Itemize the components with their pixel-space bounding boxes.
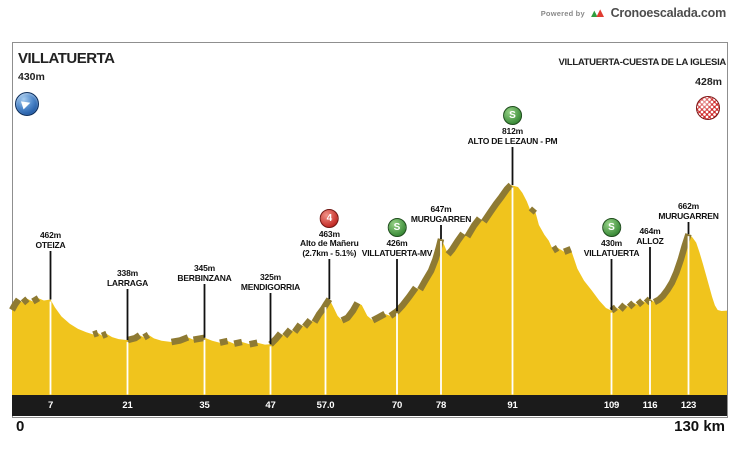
marker-label: Alto de Mañeru: [300, 238, 359, 248]
axis-tick-label: 47: [265, 399, 276, 411]
marker-murugarren-1: 647m MURUGARREN: [410, 204, 472, 224]
marker-murugarren-2: 662m MURUGARREN: [658, 201, 719, 221]
marker-larraga: 338m LARRAGA: [106, 268, 149, 288]
axis-end-label: 130 km: [674, 418, 725, 435]
marker-label: (2.7km - 5.1%): [302, 247, 357, 258]
marker-label: MURUGARREN: [410, 213, 472, 224]
axis-tick-label: 35: [199, 399, 210, 411]
marker-label: 812m: [502, 126, 523, 136]
category-4-climb-icon: 4: [319, 208, 339, 228]
chart-frame: [12, 42, 728, 418]
marker-label: 345m: [194, 263, 215, 273]
axis-tick-label: 116: [642, 399, 658, 411]
marker-label: 662m: [678, 201, 699, 211]
marker-label: 464m: [639, 226, 661, 236]
mountain-logo-icon: ▲▲: [588, 4, 607, 20]
marker-mendigorria: 325m MENDIGORRIA: [240, 272, 301, 292]
marker-oteiza: 462m OTEIZA: [35, 230, 66, 250]
marker-label: LARRAGA: [106, 277, 149, 288]
branding: Powered by ▲▲ Cronoescalada.com: [540, 4, 727, 21]
marker-alto-de-maneru: 4 463m Alto de Mañeru (2.7km - 5.1%): [300, 208, 359, 259]
marker-berbinzana: 345m BERBINZANA: [177, 263, 232, 283]
axis-tick-label: 7: [47, 399, 54, 411]
marker-label: 338m: [117, 268, 138, 278]
marker-label: ALTO DE LEZAUN - PM: [467, 135, 558, 146]
sprint-icon: S: [602, 218, 621, 237]
marker-label: MURUGARREN: [658, 210, 719, 221]
marker-villatuerta-2: S 430m VILLATUERTA: [583, 218, 640, 258]
marker-label: ALLOZ: [636, 235, 664, 246]
marker-alloz: 464m ALLOZ: [636, 226, 664, 246]
finish-location-title: VILLATUERTA-CUESTA DE LA IGLESIA: [558, 57, 726, 68]
axis-tick-label: 123: [680, 399, 697, 411]
start-elevation: 430m: [18, 71, 45, 83]
marker-label: 426m: [386, 238, 408, 248]
sprint-icon: S: [387, 218, 407, 237]
finish-checkered-icon: [696, 96, 720, 120]
axis-tick-label: 70: [391, 399, 403, 411]
marker-label: 325m: [260, 272, 281, 282]
marker-label: BERBINZANA: [177, 272, 232, 283]
start-icon: ▶: [15, 92, 39, 116]
axis-tick-label: 91: [507, 399, 518, 411]
elevation-area: [12, 185, 727, 395]
marker-label: VILLATUERTA-MV: [361, 247, 433, 258]
marker-label: 463m: [318, 228, 340, 239]
marker-label: VILLATUERTA: [583, 247, 640, 258]
start-location-title: VILLATUERTA: [18, 50, 115, 67]
axis-start-label: 0: [16, 418, 25, 435]
powered-by-label: Powered by: [540, 8, 585, 18]
brand-link[interactable]: Cronoescalada.com: [610, 6, 727, 20]
axis-tick-label: 57.0: [316, 399, 335, 411]
marker-label: 462m: [40, 230, 61, 240]
marker-label: 647m: [430, 204, 452, 214]
marker-label: OTEIZA: [35, 239, 66, 250]
finish-elevation: 428m: [695, 76, 722, 88]
elevation-shadow: [9, 182, 692, 348]
sprint-icon: S: [502, 106, 522, 125]
marker-villatuerta-mv: S 426m VILLATUERTA-MV: [361, 218, 433, 258]
x-axis-bar: 7 21 35 47 57.0 70 78 91 109 116 123: [12, 395, 727, 416]
marker-label: 430m: [601, 238, 622, 248]
axis-tick-label: 109: [603, 399, 620, 411]
axis-tick-label: 78: [435, 399, 447, 411]
marker-label: MENDIGORRIA: [240, 281, 301, 292]
axis-tick-label: 21: [122, 399, 133, 411]
marker-alto-de-lezaun: S 812m ALTO DE LEZAUN - PM: [468, 106, 558, 146]
